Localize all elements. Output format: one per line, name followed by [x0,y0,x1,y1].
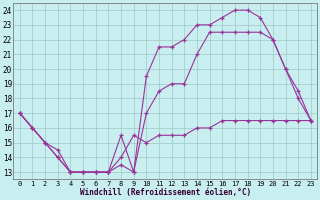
X-axis label: Windchill (Refroidissement éolien,°C): Windchill (Refroidissement éolien,°C) [80,188,251,197]
